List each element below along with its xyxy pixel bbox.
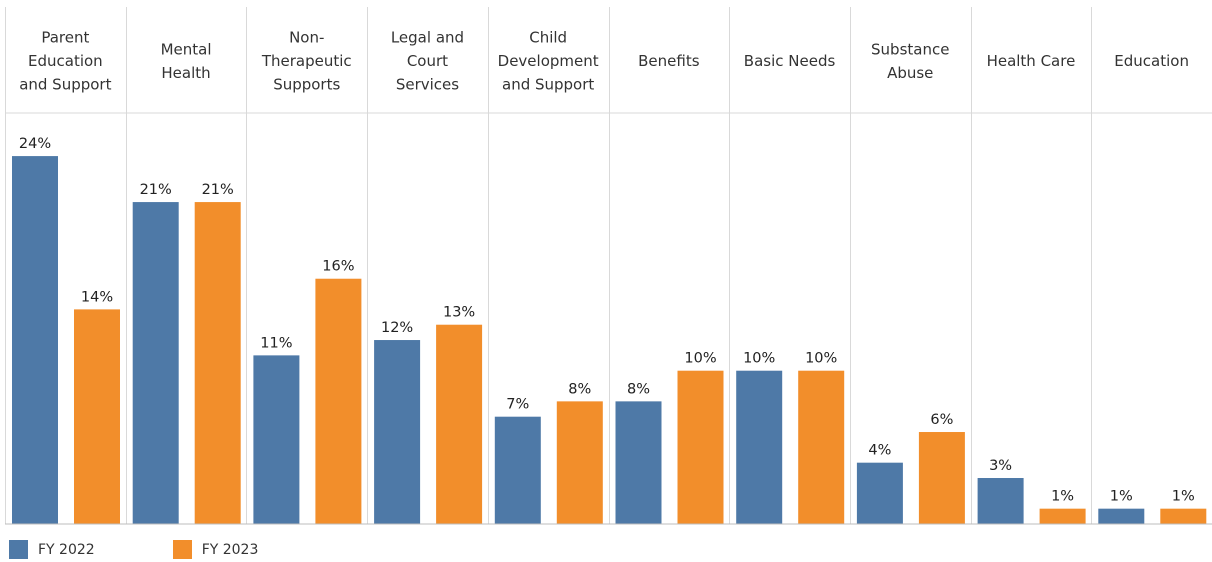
value-label-fy-2022-basic-needs: 10%	[743, 351, 775, 367]
bar-fy-2022-benefits[interactable]	[615, 401, 662, 524]
legend-label-fy2023: FY 2023	[201, 541, 259, 558]
bar-fy-2023-health-care[interactable]	[1039, 508, 1086, 524]
legend-swatch-fy2022	[9, 540, 28, 559]
bar-fy-2022-child-development-and-support[interactable]	[494, 416, 541, 524]
bar-fy-2022-non-therapeutic-supports[interactable]	[253, 355, 300, 524]
bar-fy-2023-legal-and-court-services[interactable]	[436, 324, 483, 524]
value-label-fy-2023-child-development-and-support: 8%	[568, 381, 591, 397]
bar-fy-2023-education[interactable]	[1160, 508, 1207, 524]
value-labels: 24% 14% 21% 21% 11% 16% 12% 13% 7% 8% 8% 10% 10% 10% 4…	[19, 136, 1195, 505]
category-label-non-therapeutic-supports: Non-Therapeutic Supports	[261, 28, 352, 93]
bar-chart-svg: Parent Education and Support Mental Health No…	[5, 7, 1212, 525]
bar-fy-2022-parent-education-and-support[interactable]	[12, 156, 58, 524]
value-label-fy-2022-mental-health: 21%	[140, 182, 172, 198]
value-label-fy-2023-legal-and-court-services: 13%	[443, 305, 475, 321]
category-label-child-development-and-support: Child Development and Support	[498, 28, 599, 93]
bar-fy-2023-parent-education-and-support[interactable]	[74, 309, 120, 524]
category-label-basic-needs: Basic Needs	[744, 52, 836, 70]
value-label-fy-2023-substance-abuse: 6%	[930, 412, 953, 428]
bar-fy-2022-legal-and-court-services[interactable]	[374, 340, 421, 524]
value-label-fy-2022-legal-and-court-services: 12%	[381, 320, 413, 336]
category-label-legal-and-court-services: Legal and Court Services	[391, 28, 464, 93]
value-label-fy-2023-benefits: 10%	[684, 351, 716, 367]
bar-fy-2023-non-therapeutic-supports[interactable]	[315, 278, 362, 524]
value-label-fy-2022-education: 1%	[1110, 489, 1133, 505]
bar-fy-2023-substance-abuse[interactable]	[918, 432, 965, 524]
bar-fy-2023-benefits[interactable]	[677, 370, 724, 524]
bar-fy-2023-child-development-and-support[interactable]	[556, 401, 603, 524]
value-label-fy-2022-health-care: 3%	[989, 458, 1012, 474]
bar-fy-2022-mental-health[interactable]	[132, 202, 179, 524]
bar-fy-2022-substance-abuse[interactable]	[856, 462, 903, 524]
bars	[12, 156, 1207, 524]
value-label-fy-2022-substance-abuse: 4%	[868, 443, 891, 459]
value-label-fy-2022-non-therapeutic-supports: 11%	[260, 335, 292, 351]
bar-fy-2022-basic-needs[interactable]	[736, 370, 783, 524]
category-label-education: Education	[1114, 52, 1189, 70]
value-label-fy-2022-child-development-and-support: 7%	[506, 397, 529, 413]
bar-fy-2022-health-care[interactable]	[977, 478, 1024, 524]
value-label-fy-2022-parent-education-and-support: 24%	[19, 136, 51, 152]
category-label-parent-education-and-support: Parent Education and Support	[19, 28, 111, 93]
legend-item-fy2022[interactable]: FY 2022	[9, 540, 95, 559]
legend-item-fy2023[interactable]: FY 2023	[172, 540, 259, 559]
bar-fy-2023-mental-health[interactable]	[194, 202, 241, 524]
value-label-fy-2023-non-therapeutic-supports: 16%	[322, 259, 354, 275]
value-label-fy-2023-parent-education-and-support: 14%	[81, 289, 113, 305]
category-header-labels: Parent Education and Support Mental Health No…	[19, 28, 1189, 93]
legend: FY 2022 FY 2023	[9, 540, 336, 559]
bar-fy-2023-basic-needs[interactable]	[798, 370, 845, 524]
value-label-fy-2023-health-care: 1%	[1051, 489, 1074, 505]
value-label-fy-2022-benefits: 8%	[627, 381, 650, 397]
bar-fy-2022-education[interactable]	[1098, 508, 1145, 524]
value-label-fy-2023-basic-needs: 10%	[805, 351, 837, 367]
value-label-fy-2023-education: 1%	[1172, 489, 1195, 505]
value-label-fy-2023-mental-health: 21%	[202, 182, 234, 198]
category-label-benefits: Benefits	[638, 52, 700, 70]
category-label-health-care: Health Care	[987, 52, 1076, 70]
legend-swatch-fy2023	[172, 540, 192, 559]
category-label-substance-abuse: Substance Abuse	[871, 40, 949, 82]
category-label-mental-health: Mental Health	[161, 40, 212, 82]
legend-label-fy2022: FY 2022	[38, 541, 95, 558]
category-separators	[5, 7, 1212, 524]
